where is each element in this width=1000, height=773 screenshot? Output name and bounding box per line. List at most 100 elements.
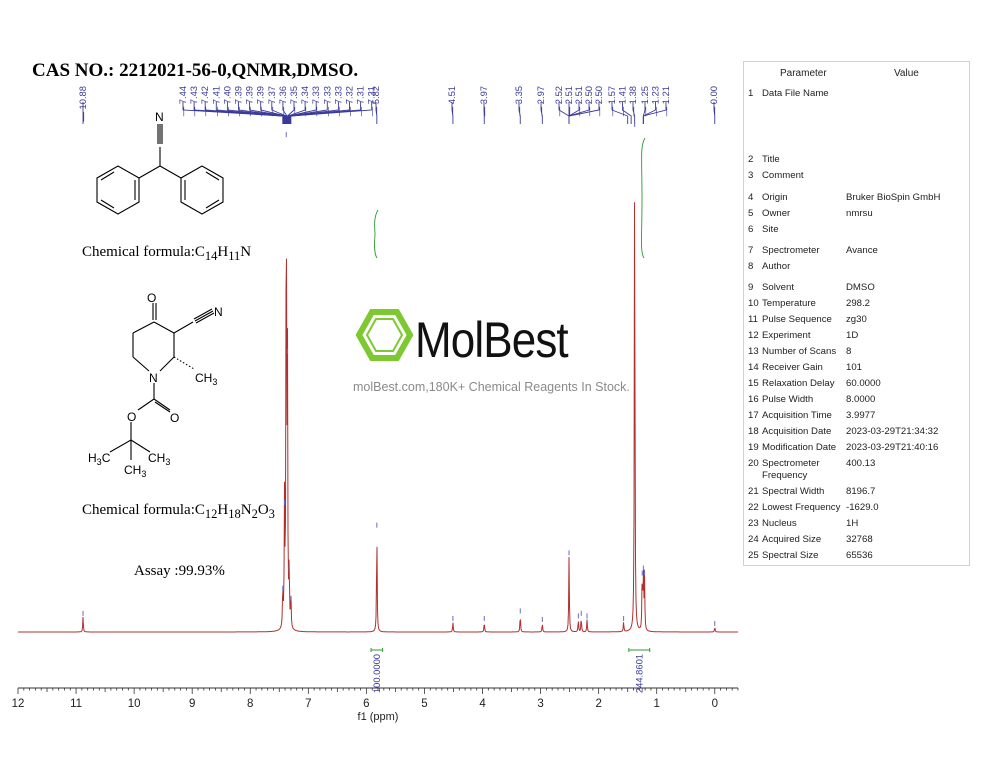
peak-labels: — 10.88— 7.44— 7.43— 7.42— 7.41— 7.40— 7…: [77, 86, 719, 124]
peak-label: — 7.41: [210, 86, 221, 116]
parameter-value: Avance: [846, 245, 878, 256]
x-tick-label: 11: [70, 698, 82, 710]
parameter-label: Spectrometer Frequency: [762, 458, 820, 481]
peak-label: — 7.39: [244, 86, 255, 116]
peak-label-connector: [642, 102, 667, 124]
parameter-label: Spectral Size: [762, 550, 819, 561]
peak-label-connector: [226, 102, 286, 124]
parameter-label: Title: [762, 154, 780, 165]
formula-compound-1: Chemical formula:C14H11N: [82, 244, 252, 263]
parameter-value: 8196.7: [846, 486, 876, 497]
parameter-index: 22: [748, 502, 759, 513]
peak-label: — 1.21: [660, 86, 671, 116]
peak-label-connector: [451, 102, 454, 124]
parameter-index: 9: [748, 282, 754, 293]
parameter-index: 23: [748, 518, 759, 529]
peak-label: — 7.34: [299, 86, 310, 116]
peak-label: — 2.50: [593, 86, 604, 116]
peak-label-connector: [713, 102, 716, 124]
peak-label: — 0.00: [708, 86, 719, 116]
atom-label-n: N: [155, 110, 164, 124]
parameter-value: 60.0000: [846, 378, 881, 389]
parameter-index: 3: [748, 170, 754, 181]
atom-label-ring-n: N: [149, 371, 158, 385]
atom-label-nitrile-n: N: [214, 305, 223, 319]
peak-label-connector: [215, 102, 285, 124]
peak-label-connector: [632, 102, 636, 124]
atom-label-tbu-left: H3C: [88, 451, 111, 467]
parameter-value: DMSO: [846, 282, 875, 293]
parameter-label: Owner: [762, 208, 791, 219]
parameter-label: Pulse Width: [762, 394, 814, 405]
peak-label: — 1.25: [639, 86, 650, 116]
peak-label: — 1.38: [627, 86, 638, 116]
parameter-label: Temperature: [762, 298, 816, 309]
parameter-label: Acquisition Date: [762, 426, 832, 437]
parameter-index: 1: [748, 88, 754, 99]
peak-label-connector: [260, 102, 287, 124]
peak-label: — 2.97: [535, 86, 546, 116]
peak-label: — 1.41: [617, 86, 628, 116]
parameter-index: 13: [748, 346, 759, 357]
peak-label: — 3.97: [478, 86, 489, 116]
peak-label: — 7.44: [177, 86, 188, 116]
x-axis-label: f1 (ppm): [358, 711, 399, 723]
peak-label: — 5.82: [370, 86, 381, 116]
peak-label-connector: [290, 102, 373, 124]
peak-label: — 7.33: [321, 86, 332, 116]
parameter-value: 32768: [846, 534, 873, 545]
parameter-value: 1H: [846, 518, 859, 529]
peak-label: — 7.35: [288, 86, 299, 116]
spectrum-trace: [18, 202, 738, 633]
atom-label-tbu-right: CH3: [148, 451, 170, 467]
parameter-label: Data File Name: [762, 88, 829, 99]
parameter-index: 17: [748, 410, 759, 421]
peak-label: — 7.39: [255, 86, 266, 116]
atom-label-carbonyl-o: O: [170, 411, 179, 425]
parameter-label: Pulse Sequence: [762, 314, 832, 325]
structure-boc-piperidinone: [109, 303, 215, 460]
parameter-label: Nucleus: [762, 518, 797, 529]
parameter-label: Experiment: [762, 330, 811, 341]
peak-label: — 7.39: [233, 86, 244, 116]
parameter-index: 16: [748, 394, 759, 405]
peak-label: — 4.51: [446, 86, 457, 116]
peak-label-connector: [282, 102, 288, 124]
peak-label: — 7.33: [310, 86, 321, 116]
atom-label-ester-o: O: [127, 410, 136, 424]
parameter-index: 11: [748, 314, 758, 325]
peak-label-connector: [288, 102, 328, 124]
peak-label: — 7.31: [355, 86, 366, 116]
parameter-label: Lowest Frequency: [762, 502, 841, 513]
parameter-index: 14: [748, 362, 759, 373]
x-tick-label: 0: [712, 698, 718, 710]
atom-label-ketone-o: O: [147, 291, 156, 305]
parameter-index: 24: [748, 534, 759, 545]
parameter-index: 7: [748, 245, 754, 256]
peak-label-connector: [540, 102, 543, 124]
peak-label-connector: [611, 102, 629, 124]
parameter-index: 25: [748, 550, 759, 561]
integral-value: 100.0000: [371, 654, 382, 693]
x-tick-label: 2: [595, 698, 601, 710]
parameter-value: 2023-03-29T21:34:32: [846, 426, 939, 437]
parameter-value: 8: [846, 346, 852, 357]
integral-value: 244.8601: [633, 654, 644, 693]
peak-label-connector: [568, 102, 600, 124]
parameter-index: 12: [748, 330, 759, 341]
parameter-value: 400.13: [846, 458, 876, 469]
peak-label-connector: [238, 102, 286, 124]
parameter-label: Spectrometer: [762, 245, 820, 256]
parameter-label: Origin: [762, 192, 788, 203]
peak-label: — 2.52: [553, 86, 564, 116]
parameter-label: Site: [762, 224, 779, 235]
integral-bracket: [370, 648, 384, 652]
peak-label-connector: [289, 102, 350, 124]
peak-label: — 7.40: [221, 86, 232, 116]
integral-layer: 100.0000 244.8601: [370, 137, 651, 693]
formula-compound-2: Chemical formula:C12H18N2O3: [82, 502, 275, 521]
parameter-label: Comment: [762, 170, 804, 181]
peak-label-connector: [249, 102, 287, 124]
parameter-index: 20: [748, 458, 759, 469]
parameter-index: 15: [748, 378, 759, 389]
